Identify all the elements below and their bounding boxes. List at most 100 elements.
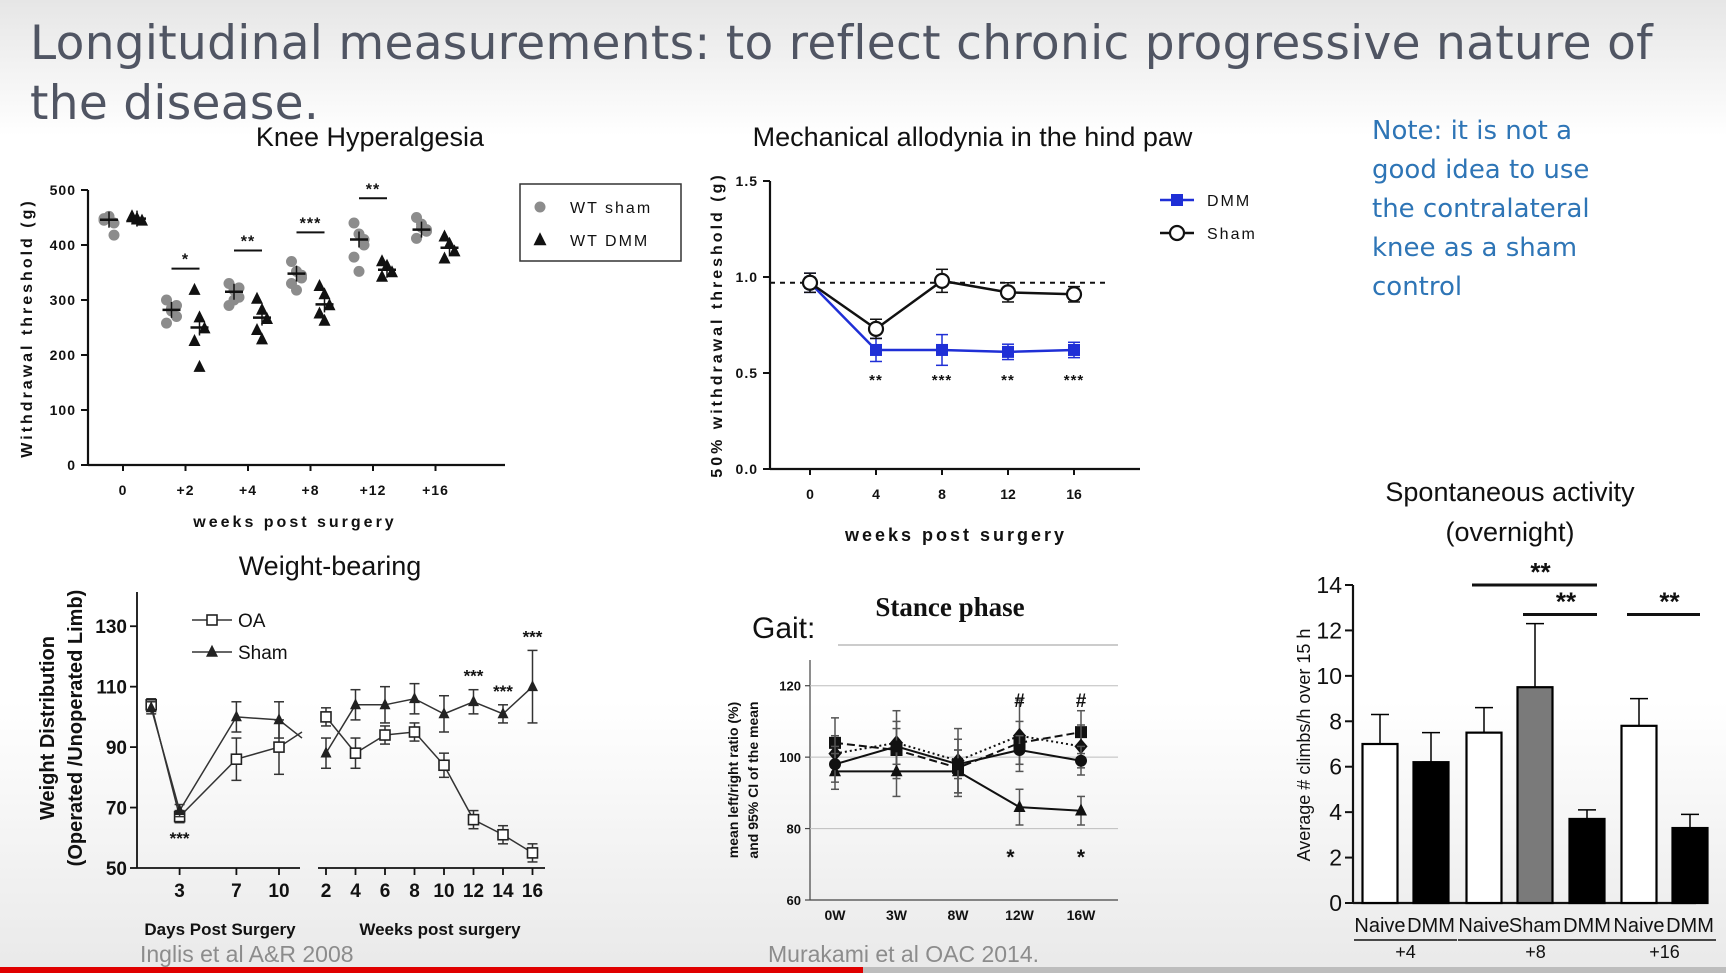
- allodynia-x-axis-label: weeks post surgery: [844, 525, 1067, 545]
- allodynia-y-tick-label: 0.0: [736, 461, 758, 477]
- knee-point-triangle: [318, 313, 331, 326]
- weight-weeks-x-tick-label: 6: [380, 881, 391, 902]
- weight-weeks-significance-label: ***: [464, 667, 484, 686]
- knee-significance-label: ***: [300, 215, 322, 232]
- knee-point-triangle: [193, 310, 206, 323]
- knee-x-tick-label: 0: [119, 482, 128, 498]
- weight-y-tick-label: 130: [95, 617, 127, 638]
- weight-y-tick-label: 90: [106, 738, 127, 759]
- weight-weeks-x-tick-label: 8: [409, 881, 420, 902]
- stance-chart-title: Stance phase: [875, 592, 1025, 622]
- knee-point-circle: [353, 265, 365, 277]
- weight-y-axis-label-line2: (Operated /Unoperated Limb): [65, 590, 87, 867]
- knee-legend-marker-sham: [534, 201, 546, 213]
- knee-point-triangle: [438, 251, 451, 264]
- weight-weeks-series-line: [325, 686, 534, 754]
- stance-point-circle: [829, 758, 841, 771]
- allodynia-y-axis-label: 50% withdrawal threshold (g): [709, 172, 726, 477]
- knee-legend-marker-dmm: [533, 232, 547, 246]
- weight-weeks-point-triangle: [379, 698, 391, 710]
- weight-days-significance-label: ***: [170, 829, 190, 848]
- knee-point-circle: [348, 217, 360, 229]
- note-text: Note: it is not a good idea to use the c…: [1372, 116, 1590, 302]
- weight-y-axis-label-line1: Weight Distribution: [37, 636, 59, 820]
- activity-bar: [1412, 761, 1450, 905]
- video-progress-bar[interactable]: [0, 967, 1726, 973]
- weight-weeks-significance-label: ***: [523, 627, 543, 646]
- stance-y-tick-label: 60: [787, 893, 801, 908]
- stance-hash-mark: #: [1014, 691, 1025, 712]
- knee-point-circle: [296, 269, 307, 281]
- allodynia-y-tick-label: 1.5: [736, 173, 758, 189]
- knee-x-axis-label: weeks post surgery: [192, 514, 396, 531]
- weight-weeks-x-tick-label: 16: [522, 881, 543, 902]
- knee-point-circle: [348, 251, 360, 263]
- weight-days-x-tick-label: 7: [231, 881, 242, 902]
- knee-x-tick-label: +16: [422, 482, 449, 498]
- stance-point-circle: [890, 740, 903, 753]
- weight-days-x-tick-label: 3: [174, 881, 185, 902]
- knee-point-triangle: [313, 279, 326, 292]
- knee-point-triangle: [251, 291, 263, 304]
- activity-bar: [1620, 724, 1658, 905]
- activity-y-axis-label: Average # climbs/h over 15 h: [1294, 629, 1314, 862]
- allodynia-significance-label: **: [869, 372, 883, 389]
- allodynia-significance-label: **: [1001, 372, 1015, 389]
- knee-point-triangle: [188, 334, 201, 347]
- activity-bar: [1516, 686, 1554, 905]
- knee-y-tick-label: 400: [50, 237, 76, 253]
- allodynia-point-square: [1068, 343, 1080, 356]
- allodynia-significance-label: ***: [1064, 372, 1085, 389]
- knee-y-tick-label: 100: [50, 402, 76, 418]
- slide-title: Longitudinal measurements: to reflect ch…: [30, 16, 1653, 131]
- knee-point-circle: [411, 232, 422, 244]
- activity-significance-label: **: [1530, 557, 1551, 587]
- weight-weeks-point-open-square: [349, 747, 362, 759]
- knee-x-tick-label: +8: [302, 482, 320, 498]
- knee-point-triangle: [313, 306, 326, 319]
- allodynia-point-open-circle: [933, 272, 951, 289]
- weight-weeks-point-triangle: [527, 680, 538, 692]
- activity-category-label: DMM: [1666, 915, 1714, 937]
- activity-y-tick-label: 6: [1329, 754, 1342, 780]
- knee-point-triangle: [386, 265, 398, 278]
- activity-group-label: +16: [1649, 942, 1680, 962]
- stance-x-tick-label: 0W: [825, 907, 847, 923]
- knee-point-circle: [161, 294, 172, 306]
- weight-weeks-x-tick-label: 12: [463, 881, 484, 902]
- knee-y-tick-label: 0: [67, 457, 76, 473]
- stance-y-tick-label: 100: [779, 750, 801, 765]
- allodynia-point-square: [1002, 345, 1014, 358]
- weight-weeks-x-tick-label: 2: [321, 881, 332, 902]
- activity-category-label: Naive: [1458, 915, 1509, 937]
- activity-y-tick-label: 0: [1329, 890, 1342, 916]
- weight-days-point-open-square: [230, 753, 243, 766]
- activity-bar: [1465, 731, 1503, 905]
- allodynia-x-tick-label: 8: [938, 486, 946, 502]
- stance-point-circle: [952, 758, 964, 771]
- knee-point-circle: [161, 317, 172, 329]
- knee-point-triangle: [318, 287, 331, 300]
- allodynia-point-open-circle: [867, 320, 885, 337]
- activity-y-tick-label: 8: [1329, 708, 1342, 734]
- activity-category-label: DMM: [1563, 915, 1611, 937]
- allodynia-significance-label: ***: [932, 372, 953, 389]
- citation-inglis: Inglis et al A&R 2008: [140, 941, 354, 967]
- allodynia-x-tick-label: 12: [1000, 486, 1016, 502]
- stance-x-tick-label: 3W: [886, 907, 908, 923]
- weight-weeks-point-open-square: [497, 828, 509, 841]
- stance-hash-mark: #: [1076, 691, 1087, 712]
- weight-weeks-x-tick-label: 10: [433, 881, 454, 902]
- activity-bar: [1568, 817, 1606, 905]
- allodynia-legend-marker-sham: [1168, 224, 1186, 242]
- activity-y-tick-label: 10: [1316, 663, 1342, 689]
- knee-x-tick-label: +12: [360, 482, 387, 498]
- stance-point-triangle: [1075, 803, 1087, 816]
- activity-group-label: +4: [1395, 942, 1416, 962]
- allodynia-legend-label-dmm: DMM: [1207, 193, 1251, 210]
- knee-legend-label-sham: WT sham: [570, 200, 652, 217]
- weight-weeks-point-open-square: [379, 729, 391, 741]
- gait-label: Gait:: [752, 612, 816, 645]
- allodynia-legend-label-sham: Sham: [1207, 226, 1257, 243]
- activity-bar: [1361, 742, 1399, 905]
